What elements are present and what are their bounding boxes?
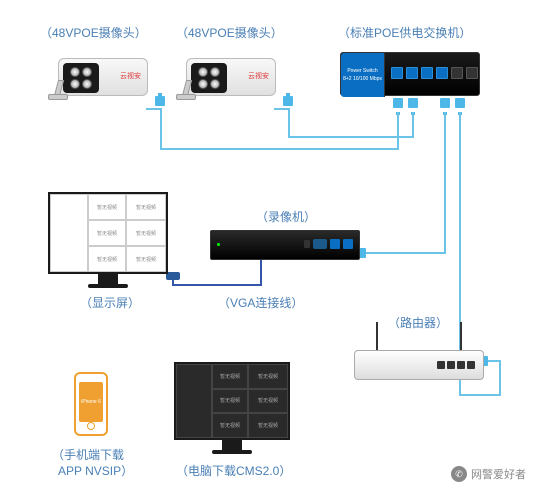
nvr-port (330, 239, 340, 249)
router-port (467, 361, 475, 369)
label-monitor: （显示屏） (80, 294, 140, 311)
switch-port (466, 67, 478, 79)
cable-segment (160, 108, 162, 150)
smartphone: iPhone 6 (74, 372, 108, 436)
cable-segment (412, 112, 414, 136)
label-nvr: （录像机） (256, 208, 316, 225)
monitor-cell: 暂无视频 (248, 389, 288, 414)
watermark-text: 网警爱好者 (471, 466, 526, 482)
switch-side-line1: Power Switch (347, 68, 377, 74)
monitor-cell: 暂无视频 (88, 220, 126, 246)
monitor-display: 暂无视频 暂无视频 暂无视频 暂无视频 暂无视频 暂无视频 (48, 192, 168, 288)
pc-monitor: 暂无视频 暂无视频 暂无视频 暂无视频 暂无视频 暂无视频 (174, 362, 290, 454)
vga-connector-icon (166, 272, 180, 280)
monitor-cell: 暂无视频 (88, 194, 126, 220)
rj45-connector-icon (408, 98, 418, 112)
switch-port (421, 67, 433, 79)
label-switch: （标准POE供电交换机） (338, 24, 471, 41)
camera-brand-2: 云视安 (248, 71, 269, 81)
nvr-vga-port (313, 239, 327, 249)
cable-segment (288, 136, 414, 138)
label-vga-cable: （VGA连接线） (218, 294, 303, 311)
cable-segment (288, 108, 290, 138)
label-phone-l2: APP NVSIP） (58, 462, 133, 479)
monitor-cell: 暂无视频 (212, 413, 248, 438)
switch-side-line2: 8+2 10/100 Mbps (343, 76, 382, 82)
diagram-canvas: （48VPOE摄像头） （48VPOE摄像头） （标准POE供电交换机） 云视安… (0, 0, 538, 500)
monitor-cell: 暂无视频 (126, 194, 166, 220)
monitor-cell: 暂无视频 (248, 413, 288, 438)
label-phone-l1: （手机端下载 (52, 446, 124, 463)
monitor-cell: 暂无视频 (212, 389, 248, 414)
router (354, 350, 484, 386)
cable-segment (362, 252, 446, 254)
nvr-port (343, 239, 353, 249)
cable-segment (397, 112, 399, 148)
monitor-cell: 暂无视频 (212, 364, 248, 389)
monitor-cell: 暂无视频 (126, 246, 166, 272)
rj45-connector-icon (440, 98, 450, 112)
cable-segment (160, 148, 399, 150)
watermark: ✆ 网警爱好者 (451, 466, 526, 482)
monitor-side (176, 364, 212, 438)
label-camera-2: （48VPOE摄像头） (176, 24, 283, 41)
switch-port (436, 67, 448, 79)
switch-port (451, 67, 463, 79)
monitor-cell: 暂无视频 (126, 220, 166, 246)
cable-segment (459, 394, 499, 396)
label-pc: （电脑下载CMS2.0） (176, 462, 291, 479)
camera-2: 云视安 (176, 50, 286, 105)
camera-1: 云视安 (48, 50, 158, 105)
wechat-icon: ✆ (451, 466, 467, 482)
monitor-side (50, 194, 88, 272)
vga-cable-segment (172, 284, 262, 286)
phone-screen: iPhone 6 (79, 382, 103, 422)
router-port (437, 361, 445, 369)
switch-port (391, 67, 403, 79)
cable-segment (499, 360, 501, 396)
nvr-recorder (210, 230, 360, 260)
rj45-connector-icon (155, 96, 165, 110)
label-camera-1: （48VPOE摄像头） (40, 24, 147, 41)
rj45-connector-icon (393, 98, 403, 112)
cable-segment (444, 112, 446, 252)
monitor-cell: 暂无视频 (88, 246, 126, 272)
router-port (457, 361, 465, 369)
rj45-connector-icon (455, 98, 465, 112)
antenna-icon (460, 322, 462, 352)
label-router: （路由器） (388, 314, 448, 331)
nvr-port (304, 240, 310, 248)
rj45-connector-icon (283, 96, 293, 110)
antenna-icon (376, 322, 378, 352)
camera-brand-1: 云视安 (120, 71, 141, 81)
phone-home-button-icon (87, 422, 95, 430)
router-port (447, 361, 455, 369)
monitor-cell: 暂无视频 (248, 364, 288, 389)
switch-port (406, 67, 418, 79)
poe-switch: Power Switch 8+2 10/100 Mbps (340, 52, 480, 100)
vga-cable-segment (260, 260, 262, 284)
